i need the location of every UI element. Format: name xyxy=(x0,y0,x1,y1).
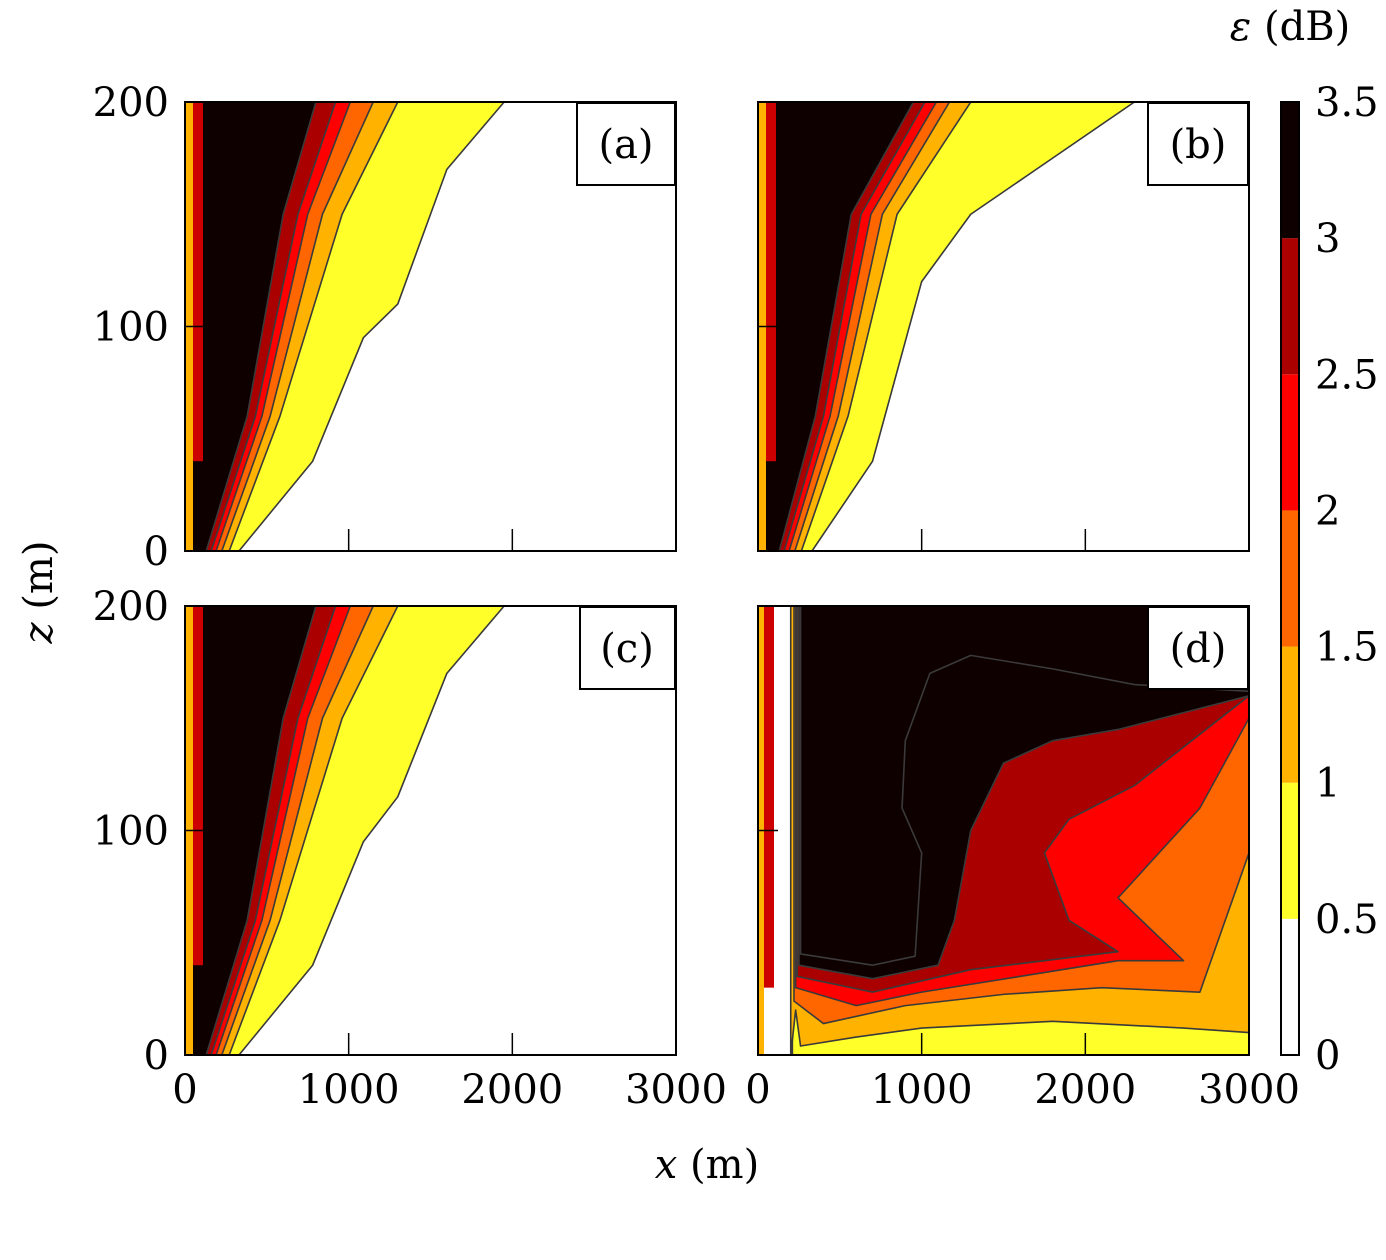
panel-a-ticks xyxy=(184,101,677,552)
colorbar-tick-label-5: 2.5 xyxy=(1315,352,1379,398)
panel-b-ticks xyxy=(757,101,1250,552)
y-axis-var: z xyxy=(16,621,62,644)
colorbar-band-0 xyxy=(1281,918,1299,1055)
colorbar-tick-label-3: 1.5 xyxy=(1315,625,1379,671)
y-tick-labels: 0 100 200 0 100 200 xyxy=(93,80,169,1079)
panel-a-edge-strip-inner xyxy=(193,102,203,462)
panel-d: (d) xyxy=(757,605,1250,1056)
y-tick-label-a-0: 0 xyxy=(144,529,169,575)
colorbar-tick-label-4: 2 xyxy=(1315,488,1340,534)
panel-d-ticks xyxy=(757,605,1250,1056)
contour-region-b-3 xyxy=(758,102,915,551)
panel-c-label-box xyxy=(579,606,676,690)
x-axis-unit: (m) xyxy=(677,1142,759,1188)
panel-b-label-box xyxy=(1147,102,1249,186)
x-tick-label-d-3: 3000 xyxy=(1198,1067,1300,1113)
colorbar-tick-label-2: 1 xyxy=(1315,761,1340,807)
x-tick-label-d-1: 1000 xyxy=(871,1067,973,1113)
panel-d-field xyxy=(758,606,1249,1055)
x-tick-label-c-0: 0 xyxy=(172,1067,197,1113)
colorbar-frame xyxy=(1280,101,1300,1056)
x-tick-labels: 0 1000 2000 3000 0 1000 2000 3000 xyxy=(172,1067,1300,1113)
colorbar-tick-label-1: 0.5 xyxy=(1315,897,1379,943)
colorbar-band-4 xyxy=(1281,374,1299,511)
panel-b-field xyxy=(758,102,1249,551)
x-axis-label: x (m) xyxy=(655,1142,759,1188)
y-tick-label-a-1: 100 xyxy=(93,305,169,351)
y-axis-label: z (m) xyxy=(16,541,62,645)
colorbar-band-1 xyxy=(1281,782,1299,919)
contour-region-d-3_5 xyxy=(799,606,1249,966)
x-tick-label-c-3: 3000 xyxy=(625,1067,727,1113)
contour-region-c-3 xyxy=(185,606,317,1055)
colorbar-tick-labels: 0 0.5 1 1.5 2 2.5 3 3.5 xyxy=(1315,80,1379,1079)
colorbar-band-5 xyxy=(1281,238,1299,375)
panel-d-label: (d) xyxy=(1170,626,1227,672)
colorbar-tick-label-7: 3.5 xyxy=(1315,80,1379,126)
colorbar-unit: (dB) xyxy=(1251,4,1350,50)
panel-c-field xyxy=(185,606,676,1055)
panel-b: (b) xyxy=(757,101,1250,552)
x-tick-label-c-2: 2000 xyxy=(461,1067,563,1113)
y-tick-label-c-2: 200 xyxy=(93,584,169,630)
y-tick-label-c-1: 100 xyxy=(93,809,169,855)
colorbar-band-2 xyxy=(1281,646,1299,783)
x-axis-var: x xyxy=(655,1142,678,1188)
contour-region-a-3 xyxy=(185,102,317,551)
colorbar-bands xyxy=(1281,102,1299,1055)
x-tick-label-d-2: 2000 xyxy=(1034,1067,1136,1113)
x-tick-label-d-0: 0 xyxy=(745,1067,770,1113)
panel-b-edge-strip-inner xyxy=(766,102,776,462)
colorbar-label: ε (dB) xyxy=(1230,4,1350,50)
colorbar-var: ε xyxy=(1230,4,1251,50)
panel-d-label-box xyxy=(1147,606,1249,690)
panel-c: (c) xyxy=(184,605,677,1056)
y-tick-label-a-2: 200 xyxy=(93,80,169,126)
colorbar-tick-label-0: 0 xyxy=(1315,1033,1340,1079)
panel-a: (a) xyxy=(184,101,677,552)
panel-c-ticks xyxy=(184,605,677,1056)
colorbar: 0 0.5 1 1.5 2 2.5 3 3.5 ε (dB) xyxy=(1230,4,1379,1079)
x-tick-label-c-1: 1000 xyxy=(298,1067,400,1113)
y-axis-unit: (m) xyxy=(16,541,62,623)
panel-c-edge-strip-inner xyxy=(193,606,203,966)
panel-c-label: (c) xyxy=(600,626,654,672)
colorbar-band-6 xyxy=(1281,102,1299,239)
panel-d-edge-strip-inner xyxy=(764,606,774,988)
y-tick-label-c-0: 0 xyxy=(144,1033,169,1079)
panel-a-label: (a) xyxy=(598,122,653,168)
panel-a-label-box xyxy=(576,102,676,186)
colorbar-band-3 xyxy=(1281,510,1299,647)
colorbar-tick-label-6: 3 xyxy=(1315,216,1340,262)
panel-b-label: (b) xyxy=(1170,122,1227,168)
